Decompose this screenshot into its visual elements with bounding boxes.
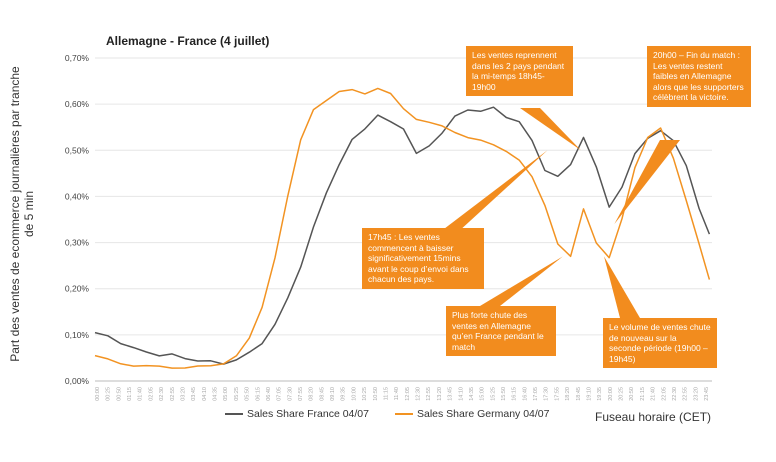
annotation-halftime: Les ventes reprennent dans les 2 pays pe… (466, 46, 573, 96)
x-tick-label: 20:00 (608, 387, 614, 401)
legend-germany-swatch (395, 413, 413, 415)
y-tick-label: 0,10% (65, 330, 90, 340)
x-tick-label: 17:55 (554, 387, 560, 401)
legend-germany-label: Sales Share Germany 04/07 (417, 408, 550, 420)
x-tick-label: 13:20 (437, 387, 443, 401)
x-tick-label: 06:40 (266, 387, 272, 401)
x-tick-label: 00:00 (95, 387, 101, 401)
x-tick-label: 05:50 (245, 387, 251, 401)
x-tick-label: 15:00 (480, 387, 486, 401)
x-tick-label: 16:15 (512, 387, 518, 401)
annotation-pointer (520, 108, 581, 151)
x-tick-label: 20:50 (629, 387, 635, 401)
annotation-end-of-match: 20h00 – Fin du match : Les ventes resten… (647, 46, 751, 107)
x-tick-label: 05:25 (234, 387, 240, 401)
x-tick-label: 00:25 (106, 387, 112, 401)
x-tick-label: 04:10 (202, 387, 208, 401)
x-tick-label: 23:45 (704, 387, 710, 401)
x-tick-label: 12:05 (405, 387, 411, 401)
x-tick-label: 02:30 (159, 387, 165, 401)
x-tick-label: 02:55 (170, 387, 176, 401)
x-tick-label: 07:30 (287, 387, 293, 401)
y-tick-label: 0,70% (65, 53, 90, 63)
x-tick-label: 21:40 (651, 387, 657, 401)
y-tick-label: 0,00% (65, 376, 90, 386)
x-tick-label: 19:35 (597, 387, 603, 401)
y-tick-label: 0,30% (65, 238, 90, 248)
x-tick-label: 01:15 (127, 387, 133, 401)
x-tick-label: 10:50 (373, 387, 379, 401)
legend-france-label: Sales Share France 04/07 (247, 408, 369, 420)
x-tick-label: 23:20 (693, 387, 699, 401)
x-tick-label: 11:15 (383, 387, 389, 400)
x-tick-label: 10:25 (362, 387, 368, 401)
legend-germany: Sales Share Germany 04/07 (395, 408, 550, 420)
x-tick-label: 08:20 (309, 387, 315, 401)
x-tick-label: 20:25 (619, 387, 625, 401)
x-tick-label: 16:40 (522, 387, 528, 401)
chart-title: Allemagne - France (4 juillet) (106, 34, 270, 48)
x-tick-label: 19:10 (586, 387, 592, 401)
x-tick-label: 03:20 (180, 387, 186, 401)
x-tick-label: 10:00 (351, 387, 357, 401)
x-tick-label: 22:30 (672, 387, 678, 401)
x-tick-label: 12:30 (416, 387, 422, 401)
series-line-france (94, 106, 711, 365)
y-tick-label: 0,60% (65, 99, 90, 109)
legend-france-swatch (225, 413, 243, 415)
x-tick-label: 15:50 (501, 387, 507, 401)
y-axis-label: Part des ventes de ecommerce journalière… (8, 66, 36, 362)
annotation-pointer (480, 256, 563, 306)
x-tick-label: 00:50 (116, 387, 122, 401)
series-line-germany (94, 87, 711, 369)
x-tick-label: 17:30 (544, 387, 550, 401)
x-tick-label: 06:15 (255, 387, 261, 401)
x-tick-label: 08:45 (319, 387, 325, 401)
x-tick-label: 13:45 (448, 387, 454, 401)
x-tick-label: 02:05 (148, 387, 154, 401)
y-tick-label: 0,50% (65, 145, 90, 155)
x-tick-label: 07:05 (277, 387, 283, 401)
y-tick-label: 0,20% (65, 284, 90, 294)
x-tick-label: 21:15 (640, 387, 646, 401)
x-tick-label: 11:40 (394, 387, 400, 400)
x-axis-label: Fuseau horaire (CET) (595, 410, 712, 424)
x-tick-label: 18:20 (565, 387, 571, 401)
x-tick-label: 01:40 (138, 387, 144, 401)
x-tick-label: 17:05 (533, 387, 539, 401)
x-tick-label: 09:10 (330, 387, 336, 401)
annotation-german-drop: Plus forte chute des ventes en Allemagne… (446, 306, 556, 356)
x-tick-label: 09:35 (341, 387, 347, 401)
x-tick-label: 22:55 (683, 387, 689, 401)
x-tick-label: 22:05 (661, 387, 667, 401)
y-tick-label: 0,40% (65, 191, 90, 201)
x-tick-label: 03:45 (191, 387, 197, 401)
x-tick-label: 18:45 (576, 387, 582, 401)
annotation-second-half: Le volume de ventes chute de nouveau sur… (603, 318, 717, 368)
annotation-pointer (604, 256, 640, 318)
x-tick-label: 15:25 (490, 387, 496, 401)
x-tick-label: 07:55 (298, 387, 304, 401)
annotation-pointer (614, 140, 680, 225)
legend-france: Sales Share France 04/07 (225, 408, 369, 420)
annotation-1745-drop: 17h45 : Les ventes commencent à baisser … (362, 228, 484, 289)
x-tick-label: 14:35 (469, 387, 475, 401)
annotation-pointer (440, 150, 548, 232)
x-tick-label: 05:00 (223, 387, 229, 401)
x-tick-label: 14:10 (458, 387, 464, 401)
x-tick-label: 04:35 (213, 387, 219, 401)
x-tick-label: 12:55 (426, 387, 432, 401)
